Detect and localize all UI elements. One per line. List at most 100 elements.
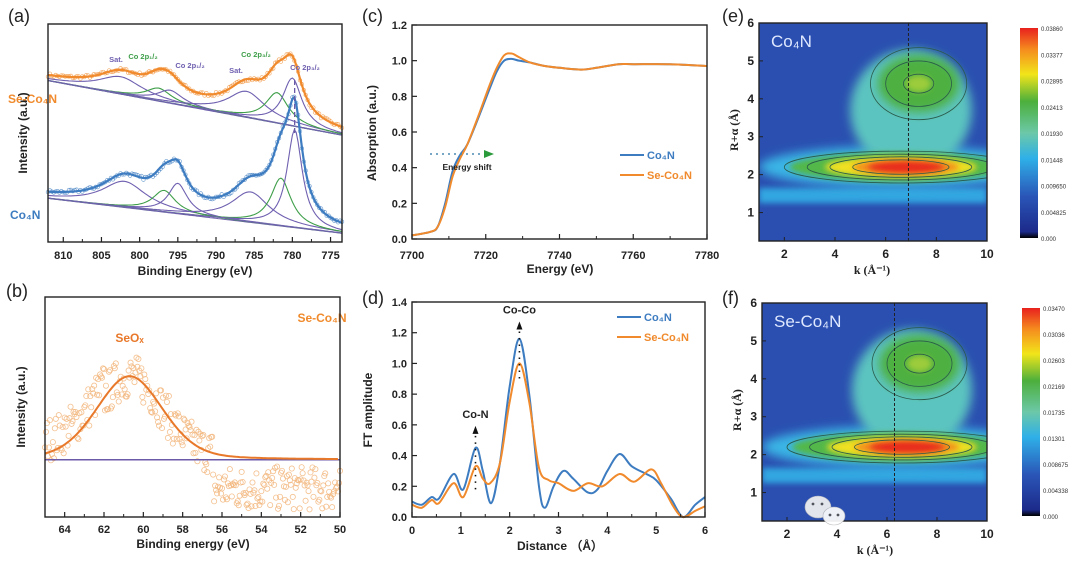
watermark-logo: [804, 495, 846, 526]
data-marker: [278, 467, 285, 474]
x-tick-label: 7740: [547, 250, 571, 262]
x-tick-label: 10: [980, 527, 994, 541]
x-tick-label: 6: [882, 247, 889, 261]
data-marker: [101, 366, 108, 373]
data-marker: [148, 408, 155, 415]
data-marker: [247, 490, 254, 497]
x-tick-label: 64: [59, 524, 72, 536]
panel-label-d: (d): [362, 288, 384, 308]
x-tick-label: 775: [321, 250, 339, 262]
data-marker: [251, 487, 258, 494]
data-marker: [318, 488, 325, 495]
data-marker: [109, 394, 116, 401]
heatmap-blob: [869, 441, 945, 453]
data-marker: [316, 496, 323, 503]
data-marker: [262, 474, 269, 481]
y-tick-label: 1.0: [392, 358, 407, 370]
colorbar-label: 0.01735: [1043, 411, 1065, 417]
x-tick-label: 3: [555, 525, 561, 537]
data-marker: [191, 432, 198, 439]
data-marker: [207, 443, 214, 450]
x-tick-label: 7780: [695, 250, 719, 262]
data-marker: [249, 479, 256, 486]
y-tick-label: 0.4: [392, 451, 408, 463]
data-marker: [46, 417, 53, 424]
data-marker: [307, 469, 314, 476]
data-marker: [132, 369, 139, 376]
data-marker: [96, 392, 103, 399]
data-marker: [194, 458, 201, 465]
legend-label: Co₄N: [647, 150, 675, 162]
data-marker: [279, 475, 286, 482]
data-marker: [229, 480, 236, 487]
series-line-se-co4n: [411, 362, 706, 519]
data-marker: [293, 480, 300, 487]
y-tick-label: 6: [747, 16, 754, 30]
data-marker: [267, 502, 274, 509]
data-marker: [125, 367, 132, 374]
data-marker: [66, 415, 73, 422]
data-marker: [174, 410, 181, 417]
data-marker: [154, 414, 161, 421]
data-marker: [256, 502, 263, 509]
data-marker: [146, 387, 153, 394]
envelope-line-co4n: [47, 95, 343, 224]
data-marker: [324, 493, 331, 500]
data-marker: [263, 472, 270, 479]
data-marker: [90, 390, 97, 397]
arrow-up-icon: [472, 425, 479, 434]
legend-label: Se-Co₄N: [647, 170, 692, 182]
plot-frame-c: [411, 24, 708, 240]
plot-frame-e: [758, 22, 988, 242]
x-tick-label: 2: [507, 525, 513, 537]
series-label: Se-Co₄N: [297, 311, 346, 325]
contour-line: [786, 430, 987, 464]
data-marker: [127, 359, 134, 366]
y-tick-label: 1: [750, 486, 757, 500]
data-marker: [169, 71, 175, 77]
contour-line: [902, 73, 935, 94]
data-marker: [56, 422, 63, 429]
data-marker: [50, 455, 57, 462]
data-marker: [141, 371, 148, 378]
data-marker: [121, 386, 128, 393]
y-tick-label: 1.2: [392, 328, 407, 340]
x-tick-label: 4: [832, 247, 839, 261]
data-marker: [216, 474, 223, 481]
x-tick-label: 54: [255, 524, 268, 536]
y-axis-label: Absorption (a.u.): [365, 85, 379, 181]
y-tick-label: 5: [750, 334, 757, 348]
data-marker: [304, 482, 311, 489]
data-marker: [65, 432, 72, 439]
y-tick-label: 0.6: [392, 127, 407, 139]
x-tick-label: 8: [934, 527, 941, 541]
x-tick-label: 60: [137, 524, 149, 536]
x-tick-label: 50: [334, 524, 346, 536]
x-tick-label: 810: [54, 250, 72, 262]
data-marker: [186, 424, 193, 431]
heatmap-blob: [905, 75, 932, 93]
data-marker: [68, 420, 75, 427]
data-marker: [175, 413, 182, 420]
y-tick-label: 0.0: [392, 234, 407, 246]
y-tick-label: 1.0: [392, 56, 407, 68]
contour-line: [806, 153, 987, 181]
data-marker: [325, 480, 332, 487]
data-marker: [197, 431, 204, 438]
contour-line: [809, 433, 987, 461]
data-marker: [231, 479, 238, 486]
heatmap-title: Co₄N: [771, 32, 812, 51]
legend-label: Co₄N: [644, 312, 672, 324]
data-marker: [128, 363, 135, 370]
colorbar-label: 0.008675: [1043, 463, 1069, 469]
data-marker: [158, 387, 165, 394]
data-marker: [232, 482, 239, 489]
data-marker: [91, 382, 98, 389]
contour-line: [885, 60, 952, 107]
data-marker: [169, 440, 176, 447]
data-marker: [85, 386, 92, 393]
data-marker: [264, 485, 271, 492]
data-marker: [82, 402, 89, 409]
data-marker: [312, 466, 319, 473]
